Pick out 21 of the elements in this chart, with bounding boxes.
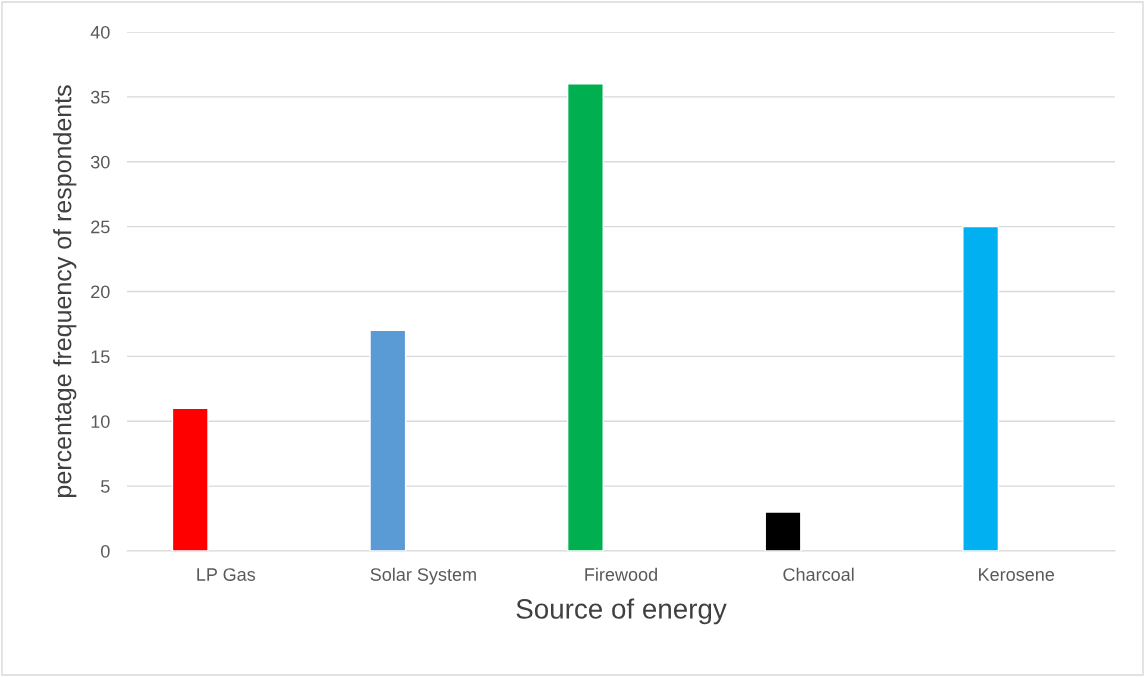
bar: [764, 511, 802, 551]
x-tick-label: Charcoal: [783, 567, 854, 581]
y-tick-label: 15: [91, 350, 110, 364]
x-tick-label: Kerosene: [979, 568, 1055, 581]
bar: [566, 83, 604, 551]
y-tick-label: 20: [91, 285, 110, 299]
bar: [369, 329, 407, 551]
y-tick-label: 35: [90, 90, 110, 104]
x-axis-title: Source of energy: [516, 598, 727, 625]
x-tick-label: LP Gas: [197, 568, 256, 581]
x-tick-label: Solar System: [370, 567, 476, 585]
y-tick-label: 25: [91, 220, 110, 234]
y-axis-title: percentage frequency of respondents: [53, 85, 77, 497]
y-tick-label: 10: [91, 415, 110, 428]
y-tick-label: 30: [90, 155, 110, 169]
y-tick-label: 40: [90, 25, 110, 39]
y-tick-label: 5: [101, 480, 110, 493]
bar: [171, 407, 209, 551]
x-tick-label: Firewood: [585, 567, 657, 581]
bar: [962, 225, 1000, 551]
y-tick-label: 0: [101, 544, 110, 558]
